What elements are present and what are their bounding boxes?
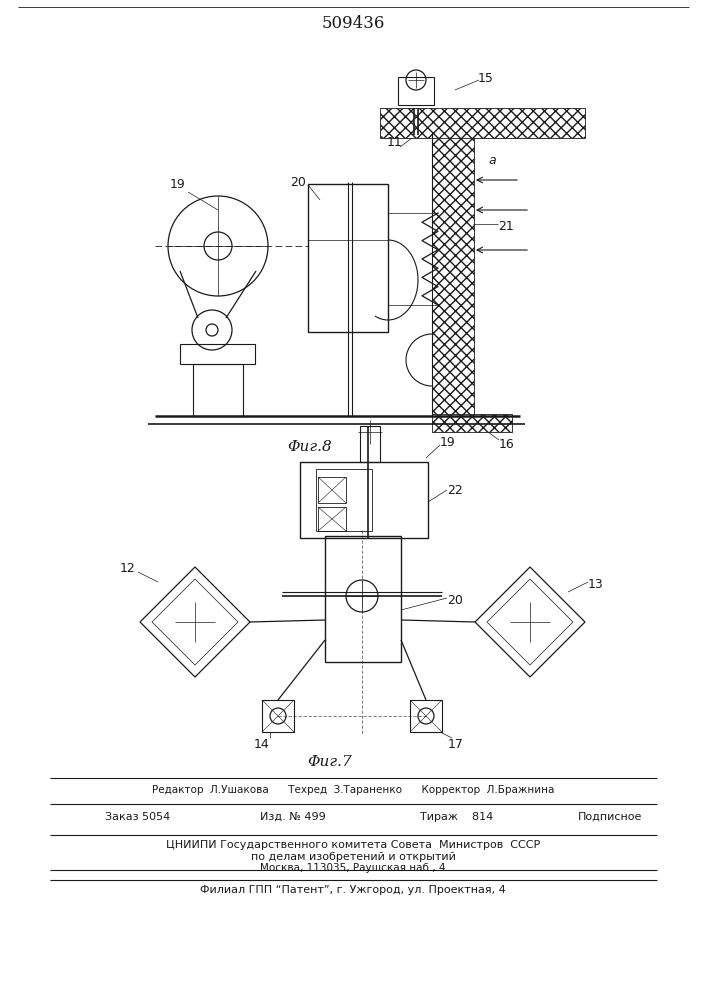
Bar bbox=[360, 426, 380, 462]
Text: Заказ 5054: Заказ 5054 bbox=[105, 812, 170, 822]
Bar bbox=[380, 108, 585, 138]
Bar bbox=[300, 462, 428, 538]
Text: по делам изобретений и открытий: по делам изобретений и открытий bbox=[250, 852, 455, 862]
Bar bbox=[410, 700, 442, 732]
Text: 12: 12 bbox=[120, 562, 136, 574]
Text: 11: 11 bbox=[387, 135, 403, 148]
Text: 20: 20 bbox=[290, 176, 306, 188]
Text: 13: 13 bbox=[588, 578, 604, 591]
Text: 509436: 509436 bbox=[321, 15, 385, 32]
Bar bbox=[308, 184, 388, 332]
Text: 15: 15 bbox=[478, 72, 494, 85]
Bar bbox=[318, 507, 346, 531]
Text: 21: 21 bbox=[498, 221, 514, 233]
Bar bbox=[318, 477, 346, 503]
Text: Φиг.8: Φиг.8 bbox=[288, 440, 332, 454]
Text: Филиал ГПП “Патент”, г. Ужгород, ул. Проектная, 4: Филиал ГПП “Патент”, г. Ужгород, ул. Про… bbox=[200, 885, 506, 895]
Text: 20: 20 bbox=[447, 593, 463, 606]
Text: 14: 14 bbox=[254, 738, 270, 752]
Bar bbox=[316, 469, 372, 531]
Text: ЦНИИПИ Государственного комитета Совета  Министров  СССР: ЦНИИПИ Государственного комитета Совета … bbox=[166, 840, 540, 850]
Text: 19: 19 bbox=[440, 436, 456, 448]
Bar bbox=[325, 536, 401, 662]
Bar bbox=[432, 414, 512, 432]
Text: 17: 17 bbox=[448, 738, 464, 752]
Bar bbox=[432, 110, 474, 416]
Text: Редактор  Л.Ушакова      Техред  З.Тараненко      Корректор  Л.Бражнина: Редактор Л.Ушакова Техред З.Тараненко Ко… bbox=[152, 785, 554, 795]
Text: Москва, 113035, Раушская наб., 4: Москва, 113035, Раушская наб., 4 bbox=[260, 863, 445, 873]
Text: 22: 22 bbox=[447, 484, 463, 496]
Text: Тираж    814: Тираж 814 bbox=[420, 812, 493, 822]
Text: 19: 19 bbox=[170, 178, 186, 192]
Bar bbox=[180, 344, 255, 364]
Bar bbox=[262, 700, 294, 732]
Text: Φиг.7: Φиг.7 bbox=[308, 755, 352, 769]
Bar bbox=[193, 364, 243, 416]
Text: Подписное: Подписное bbox=[578, 812, 643, 822]
Text: 16: 16 bbox=[499, 438, 515, 450]
Text: Изд. № 499: Изд. № 499 bbox=[260, 812, 326, 822]
Text: a: a bbox=[489, 153, 496, 166]
Bar bbox=[398, 77, 434, 105]
